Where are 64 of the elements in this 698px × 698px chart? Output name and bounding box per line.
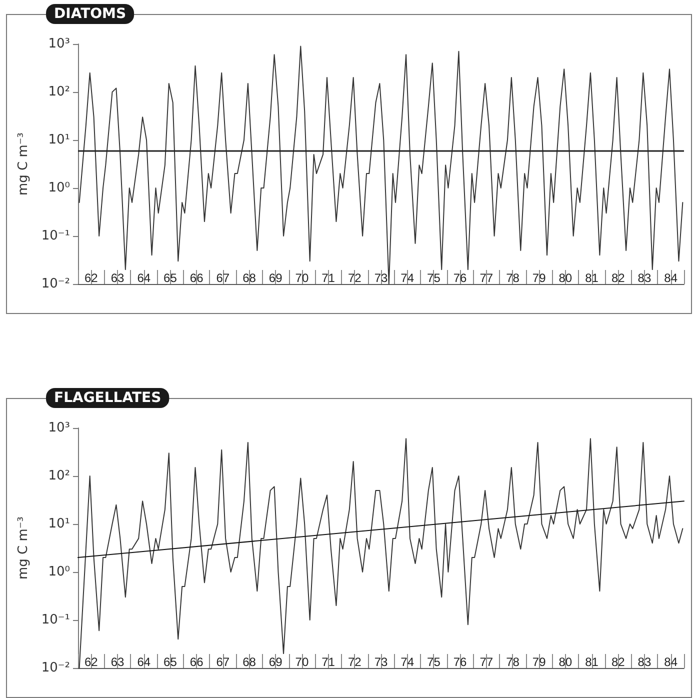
x-tick-label: 77 <box>480 655 494 669</box>
x-tick-label: 66 <box>190 271 204 285</box>
x-tick-label: 82 <box>611 271 626 285</box>
x-tick-label: 70 <box>295 271 309 285</box>
x-tick-label: 66 <box>190 655 204 669</box>
y-tick-label: 10⁰ <box>48 564 70 580</box>
x-tick-label: 69 <box>268 655 283 669</box>
x-tick-label: 74 <box>400 271 414 285</box>
chart-title: FLAGELLATES <box>54 390 162 406</box>
x-tick-label: 65 <box>164 271 178 285</box>
x-tick-label: 68 <box>242 655 256 669</box>
x-tick-label: 64 <box>137 271 151 285</box>
x-tick-label: 68 <box>242 271 256 285</box>
x-tick-label: 74 <box>400 655 414 669</box>
x-tick-label: 80 <box>558 271 572 285</box>
y-tick-label: 10³ <box>48 36 70 52</box>
x-tick-label: 62 <box>84 655 98 669</box>
x-tick-label: 84 <box>664 271 678 285</box>
x-tick-label: 67 <box>216 655 230 669</box>
x-tick-label: 81 <box>585 271 599 285</box>
x-tick-label: 65 <box>164 655 178 669</box>
y-tick-label: 10¹ <box>48 132 70 148</box>
y-axis-title: mg C m⁻³ <box>16 132 31 196</box>
x-tick-label: 70 <box>295 655 309 669</box>
x-tick-label: 76 <box>453 271 468 285</box>
x-tick-label: 71 <box>322 271 336 285</box>
x-tick-label: 63 <box>110 271 125 285</box>
x-tick-label: 72 <box>348 655 362 669</box>
x-tick-label: 64 <box>137 655 151 669</box>
x-tick-label: 75 <box>427 655 441 669</box>
x-tick-label: 82 <box>611 655 626 669</box>
y-axis-title: mg C m⁻³ <box>16 516 31 580</box>
x-tick-label: 73 <box>374 655 388 669</box>
y-tick-label: 10⁻¹ <box>41 612 70 628</box>
x-tick-label: 81 <box>585 655 599 669</box>
x-tick-label: 83 <box>638 271 652 285</box>
x-tick-label: 77 <box>480 271 494 285</box>
y-tick-label: 10¹ <box>48 516 70 532</box>
x-tick-label: 73 <box>374 271 388 285</box>
chart-title: DIATOMS <box>54 6 126 22</box>
x-tick-label: 84 <box>664 655 678 669</box>
x-tick-label: 79 <box>532 655 546 669</box>
y-tick-label: 10³ <box>48 420 70 436</box>
y-tick-label: 10² <box>48 468 70 484</box>
x-tick-label: 72 <box>348 271 362 285</box>
x-tick-label: 71 <box>322 655 336 669</box>
x-tick-label: 76 <box>453 655 468 669</box>
x-tick-label: 79 <box>532 271 546 285</box>
x-tick-label: 75 <box>427 271 441 285</box>
x-tick-label: 69 <box>268 271 283 285</box>
y-tick-label: 10⁻¹ <box>41 228 70 244</box>
x-tick-label: 83 <box>638 655 652 669</box>
line-series <box>78 438 684 668</box>
x-tick-label: 78 <box>506 655 520 669</box>
x-tick-label: 67 <box>216 271 230 285</box>
x-tick-label: 62 <box>84 271 98 285</box>
x-tick-label: 80 <box>558 655 572 669</box>
x-tick-label: 63 <box>110 655 125 669</box>
y-tick-label: 10⁻² <box>41 276 70 292</box>
y-tick-label: 10⁰ <box>48 180 70 196</box>
x-tick-label: 78 <box>506 271 520 285</box>
y-tick-label: 10⁻² <box>41 660 70 676</box>
y-tick-label: 10² <box>48 84 70 100</box>
line-series <box>78 46 684 284</box>
